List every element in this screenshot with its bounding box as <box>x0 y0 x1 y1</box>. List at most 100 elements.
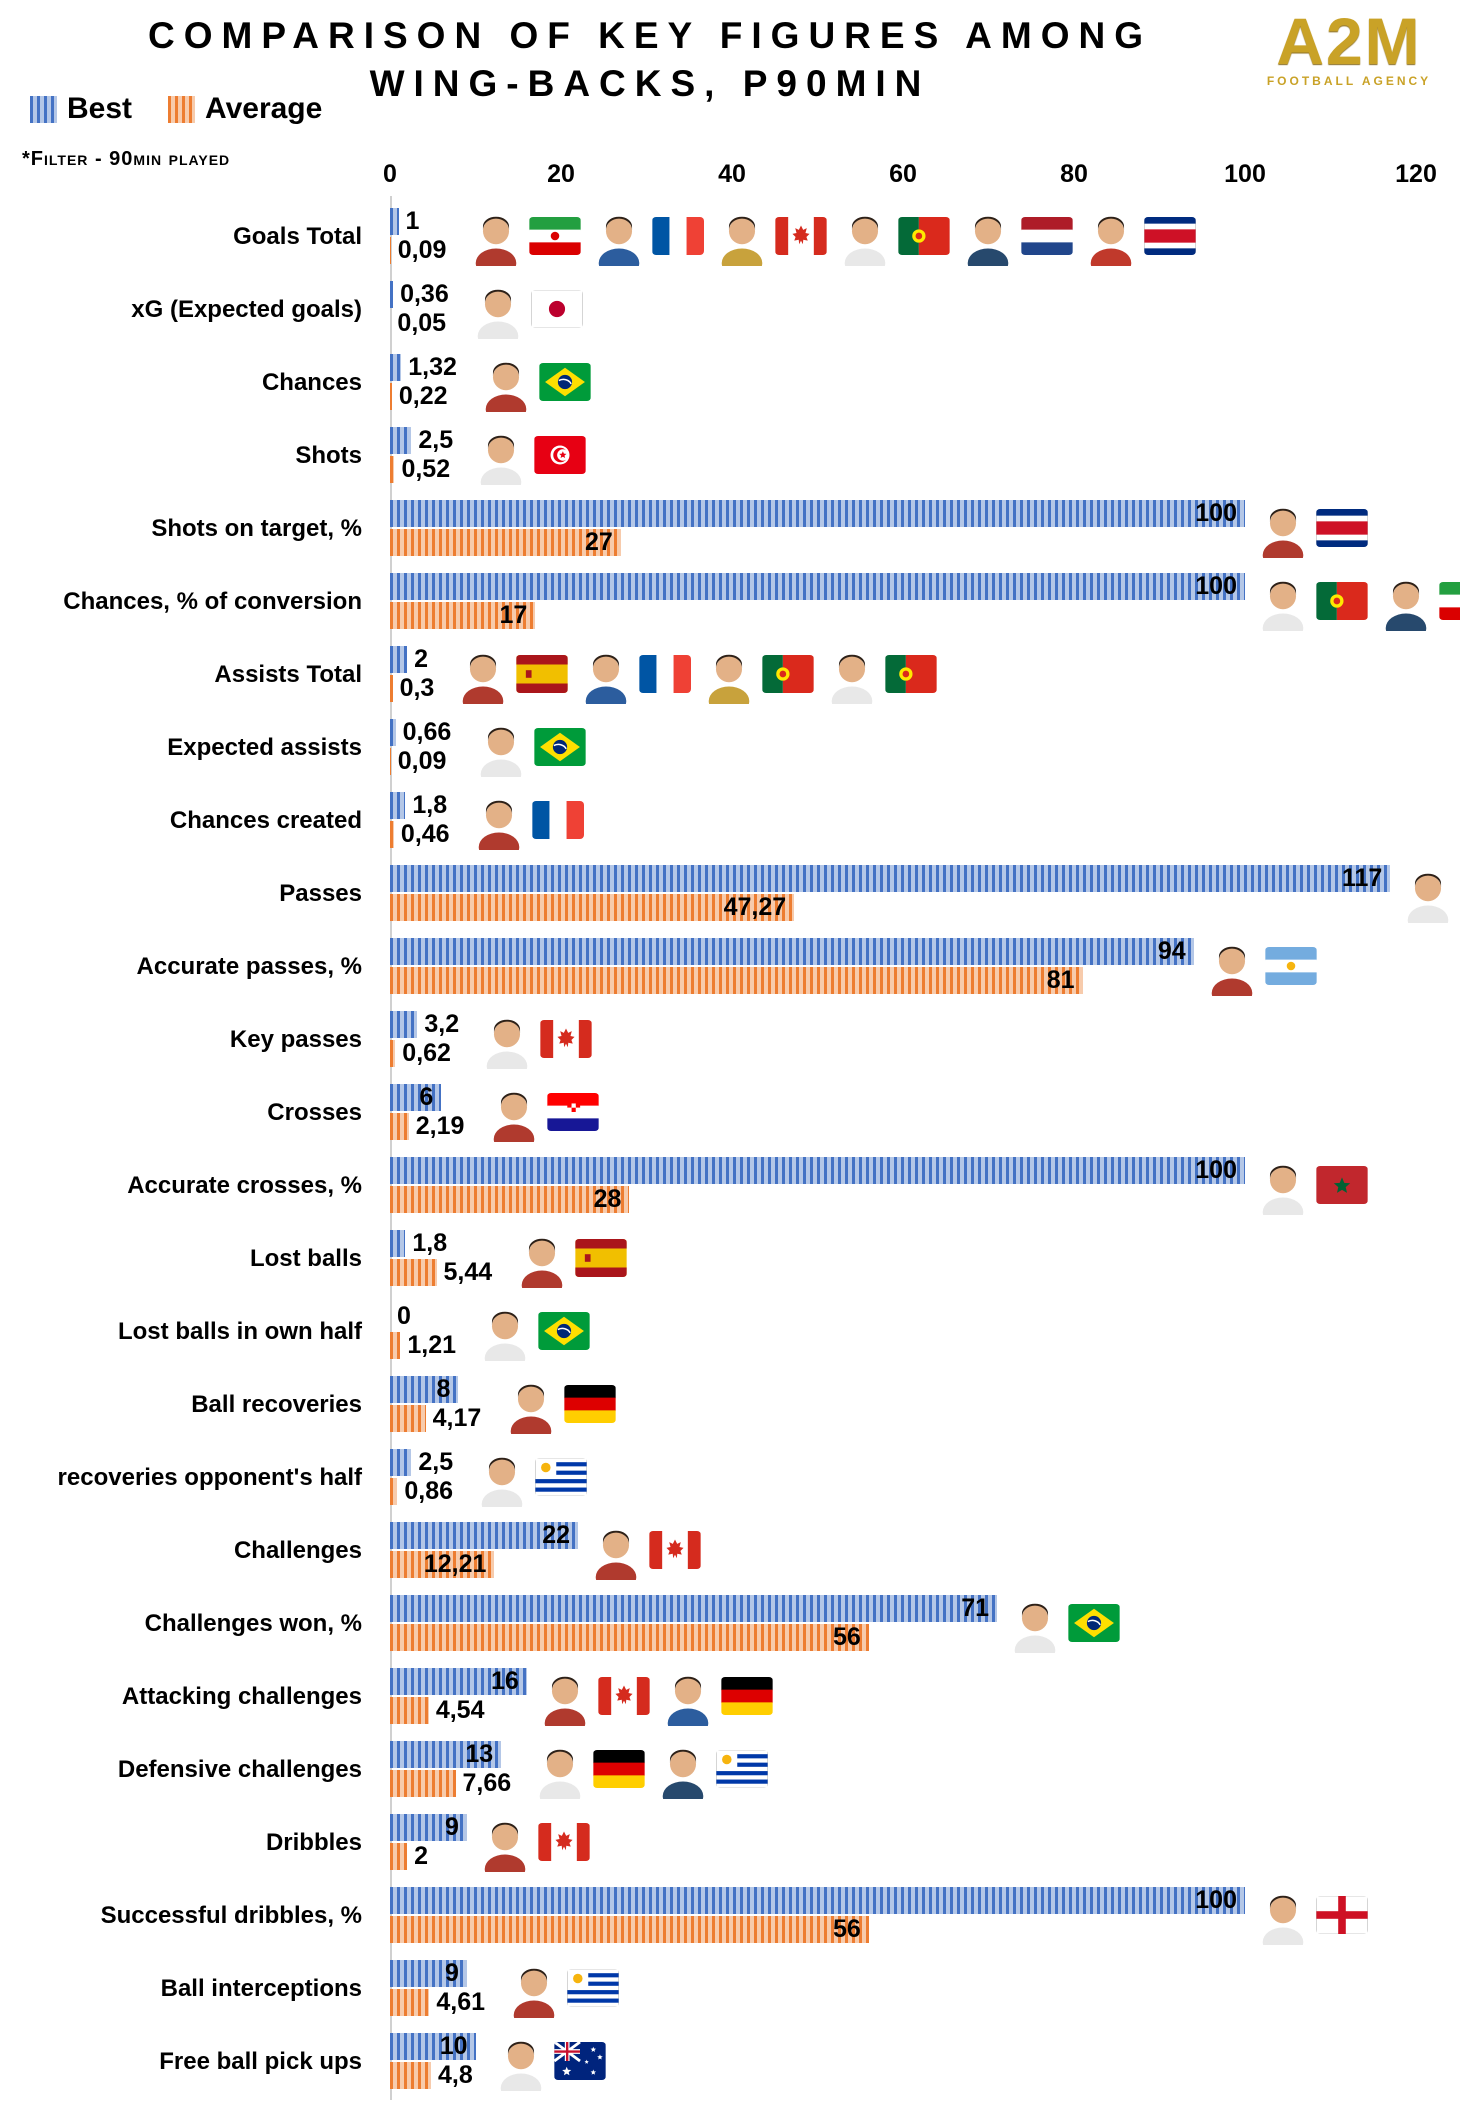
player-flag-pair <box>471 790 584 850</box>
best-bar <box>390 792 406 819</box>
morocco-flag-icon <box>1316 1166 1368 1204</box>
best-value: 10 <box>439 2032 468 2060</box>
best-value: 0,66 <box>402 718 452 746</box>
best-players <box>588 1520 701 1580</box>
average-value: 2,19 <box>415 1112 465 1140</box>
x-axis-tick: 40 <box>718 160 746 188</box>
player-avatar-icon <box>486 362 527 412</box>
germany-flag-icon <box>563 1385 616 1423</box>
canada-flag-icon <box>775 217 827 255</box>
average-bar <box>390 383 392 410</box>
chart-row: Chances 1,32 0,22 <box>0 346 1460 419</box>
average-value: 0,62 <box>402 1039 451 1067</box>
row-label: Defensive challenges <box>117 1755 362 1783</box>
australia-flag-icon <box>554 2042 606 2080</box>
best-players <box>1007 1593 1120 1653</box>
player-flag-pair <box>1400 863 1460 923</box>
player-flag-pair <box>537 1666 650 1726</box>
average-bar <box>390 1040 396 1067</box>
best-bar <box>390 1449 412 1476</box>
chart-row: Chances, % of conversion 100 17 <box>0 565 1460 638</box>
row-label: Successful dribbles, % <box>100 1901 362 1929</box>
best-players <box>1255 1155 1368 1215</box>
spain-flag-icon <box>574 1239 627 1277</box>
best-value: 100 <box>1195 1156 1237 1184</box>
brazil-flag-icon <box>533 728 586 766</box>
average-value: 56 <box>832 1915 861 1943</box>
best-bar <box>390 1741 502 1768</box>
best-value: 117 <box>1342 864 1383 892</box>
average-value: 17 <box>499 601 528 629</box>
legend-item-best: Best <box>30 92 132 126</box>
row-label: Accurate crosses, % <box>127 1171 362 1199</box>
best-bar <box>390 1668 527 1695</box>
average-value: 0,09 <box>397 236 447 264</box>
best-value: 100 <box>1195 1886 1237 1914</box>
canada-flag-icon <box>649 1531 701 1569</box>
row-label: recoveries opponent's half <box>57 1463 362 1491</box>
chart-row: Ball recoveries 8 4,17 <box>0 1368 1460 1441</box>
chart-row: Shots on target, % 100 27 <box>0 492 1460 565</box>
legend-label-best: Best <box>67 92 133 125</box>
player-flag-pair <box>1007 1593 1120 1653</box>
player-flag-pair <box>532 1739 646 1799</box>
best-bar <box>390 1960 467 1987</box>
player-avatar-icon <box>1211 946 1252 996</box>
average-value: 47,27 <box>723 893 787 921</box>
best-players <box>455 644 937 704</box>
brazil-flag-icon <box>538 1312 590 1350</box>
player-flag-pair <box>837 206 950 266</box>
player-avatar-icon <box>585 654 626 704</box>
player-avatar-icon <box>462 654 503 704</box>
average-bar <box>390 237 391 264</box>
row-label: Goals Total <box>233 222 362 250</box>
average-value: 4,54 <box>435 1696 485 1724</box>
spain-flag-icon <box>515 655 568 693</box>
average-value: 4,8 <box>438 2061 473 2089</box>
row-label: Attacking challenges <box>121 1682 362 1710</box>
chart-row: Free ball pick ups 10 4,8 <box>0 2025 1460 2098</box>
best-value: 16 <box>490 1667 519 1695</box>
costa-rica-flag-icon <box>1316 509 1368 547</box>
best-value: 9 <box>445 1813 459 1841</box>
best-bar <box>390 500 1245 527</box>
best-bar <box>390 1522 579 1549</box>
player-avatar-icon <box>1262 581 1304 631</box>
average-value: 0,3 <box>399 674 435 702</box>
best-bar <box>390 573 1245 600</box>
france-flag-icon <box>638 655 691 693</box>
x-axis-tick: 100 <box>1224 160 1266 188</box>
legend-label-average: Average <box>205 92 323 125</box>
player-flag-pair <box>514 1228 627 1288</box>
best-value: 2,5 <box>418 426 454 454</box>
player-flag-pair <box>468 206 581 266</box>
x-axis-tick: 60 <box>889 160 917 188</box>
x-axis-tick: 20 <box>547 160 575 188</box>
average-value: 7,66 <box>462 1769 512 1797</box>
best-value: 0,36 <box>400 280 449 308</box>
best-bar <box>390 865 1391 892</box>
germany-flag-icon <box>593 1750 646 1788</box>
logo-subtext: FOOTBALL AGENCY <box>1266 74 1432 88</box>
best-players <box>514 1228 627 1288</box>
player-flag-pair <box>960 206 1073 266</box>
chart-row: Passes 117 47,27 <box>0 857 1460 930</box>
chart-row: Accurate crosses, % 100 28 <box>0 1149 1460 1222</box>
page-title-line1: COMPARISON OF KEY FIGURES AMONG <box>148 15 1152 56</box>
player-avatar-icon <box>844 216 886 266</box>
best-value: 8 <box>436 1375 451 1403</box>
chart-row: recoveries opponent's half 2,5 0,86 <box>0 1441 1460 1514</box>
average-bar <box>390 1843 408 1870</box>
best-value: 100 <box>1195 572 1237 600</box>
player-flag-pair <box>477 1301 590 1361</box>
best-value: 1,32 <box>408 353 457 381</box>
best-value: 0 <box>397 1302 411 1330</box>
player-flag-pair <box>591 206 704 266</box>
player-avatar-icon <box>831 654 872 704</box>
best-players <box>1255 1885 1368 1945</box>
player-flag-pair <box>701 644 814 704</box>
row-label: Ball recoveries <box>191 1390 362 1418</box>
average-bar <box>390 1989 430 2016</box>
